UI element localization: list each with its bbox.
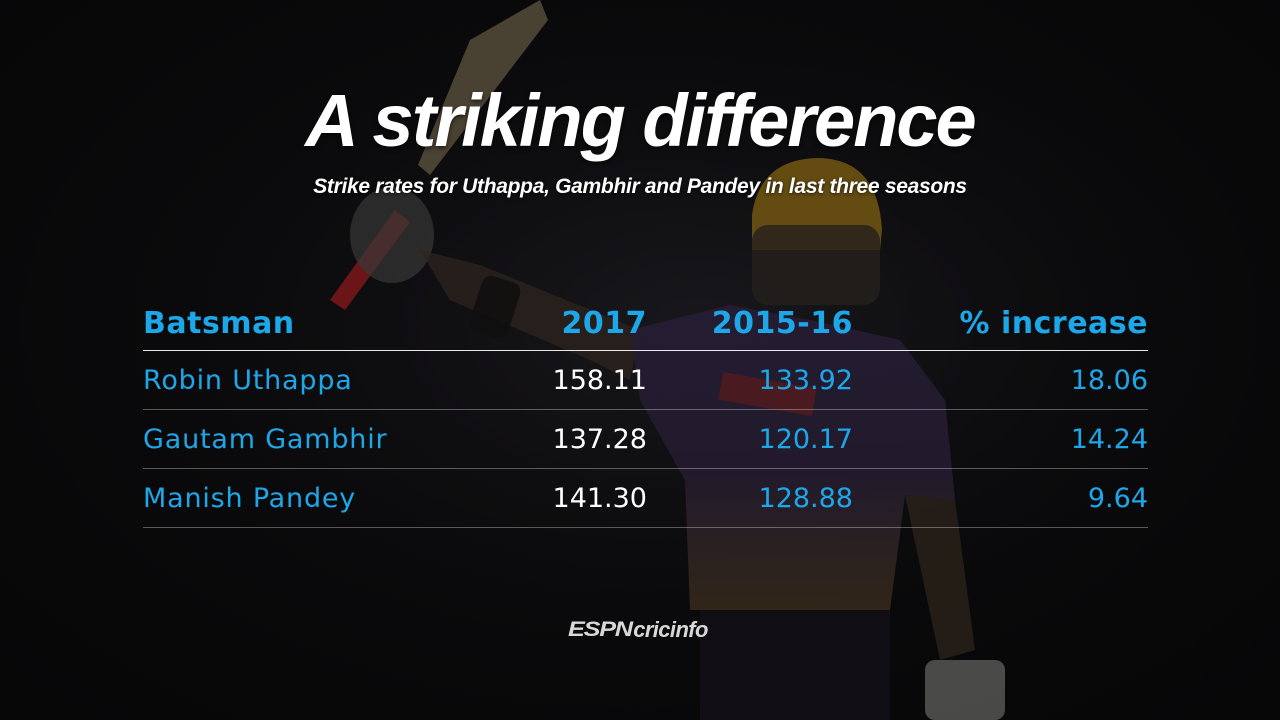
strike-rate-2017: 158.11 (552, 364, 647, 396)
right-glove-shape (925, 660, 1005, 720)
glove-shape (350, 187, 434, 283)
cricinfo-wordmark: cricinfo (633, 617, 708, 642)
strike-rate-2015-16: 128.88 (758, 482, 853, 514)
strike-rate-2017: 141.30 (552, 482, 647, 514)
wristband-shape (469, 275, 521, 339)
espncricinfo-logo: ESPN cricinfo (568, 614, 708, 646)
trousers-shape (700, 610, 890, 720)
arm-shape (420, 250, 640, 380)
table-row: Robin Uthappa 158.11 133.92 18.06 (143, 351, 1148, 410)
strike-rate-2015-16: 120.17 (758, 423, 853, 455)
percent-increase: 9.64 (1087, 482, 1148, 514)
table-row: Gautam Gambhir 137.28 120.17 14.24 (143, 410, 1148, 469)
header-2015-16: 2015-16 (711, 305, 853, 341)
header-2017: 2017 (561, 305, 647, 341)
right-arm-shape (905, 495, 975, 660)
batsman-name: Gautam Gambhir (143, 423, 388, 455)
jersey-shape (630, 305, 955, 610)
chart-subtitle: Strike rates for Uthappa, Gambhir and Pa… (313, 175, 967, 198)
percent-increase: 14.24 (1070, 423, 1148, 455)
header-batsman: Batsman (143, 305, 295, 341)
strike-rate-2017: 137.28 (552, 423, 647, 455)
strike-rate-2015-16: 133.92 (758, 364, 853, 396)
chart-title: A striking difference (305, 79, 976, 162)
sponsor-band-shape (718, 372, 817, 417)
table-row: Manish Pandey 141.30 128.88 9.64 (143, 469, 1148, 528)
header-percent-increase: % increase (959, 305, 1148, 341)
batsman-name: Robin Uthappa (143, 364, 353, 396)
strike-rate-table: Batsman 2017 2015-16 % increase Robin Ut… (143, 296, 1148, 528)
batsman-name: Manish Pandey (143, 482, 357, 514)
table-header-row: Batsman 2017 2015-16 % increase (143, 296, 1148, 351)
percent-increase: 18.06 (1070, 364, 1148, 396)
espn-wordmark: ESPN (568, 618, 633, 641)
helmet-grille-shape (752, 225, 880, 305)
